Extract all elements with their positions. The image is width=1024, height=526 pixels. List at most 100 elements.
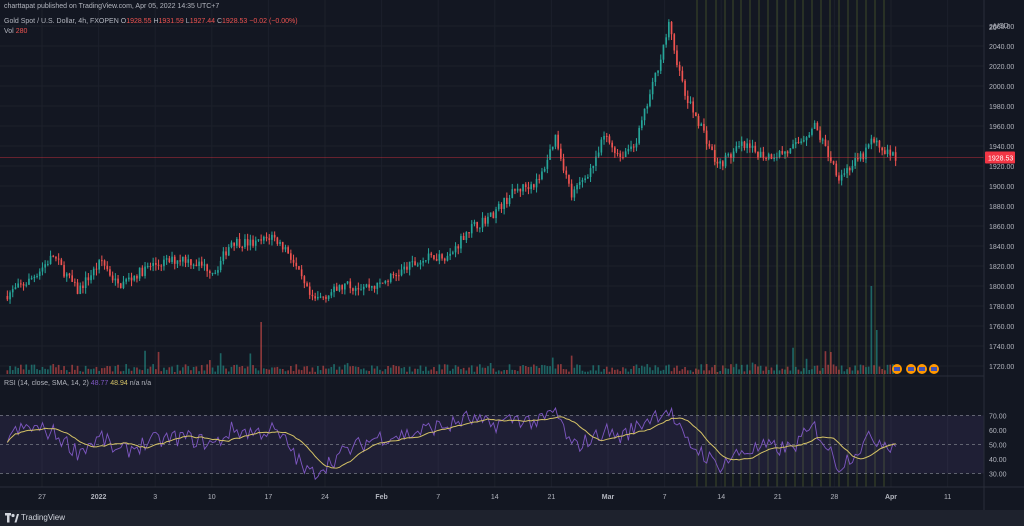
volume-bar — [473, 371, 476, 374]
candle-body — [352, 288, 354, 291]
volume-bar — [292, 371, 295, 374]
candle-body — [584, 178, 586, 181]
price-tick-label: 1860.00 — [989, 224, 1014, 231]
volume-bar — [686, 370, 689, 374]
candle-body — [503, 197, 505, 209]
volume-bar — [522, 365, 524, 374]
candle-body — [811, 128, 813, 135]
volume-bar — [878, 366, 881, 374]
flag-icon — [908, 367, 914, 371]
rsi-axis[interactable]: 30.00 40.00 50.00 60.00 70.00 — [989, 413, 1007, 478]
candle-body — [700, 123, 703, 126]
candle-body — [379, 282, 381, 284]
volume-label: Vol — [4, 28, 14, 35]
candle-body — [711, 146, 713, 151]
candle-body — [562, 158, 565, 171]
volume-bar — [630, 368, 632, 374]
candle-body — [268, 238, 271, 240]
candle-body — [724, 155, 727, 167]
candle-body — [82, 285, 84, 289]
candle-body — [651, 81, 654, 95]
candle-body — [875, 140, 878, 143]
volume-bars — [6, 286, 897, 374]
volume-bar — [179, 370, 181, 374]
volume-bar — [335, 369, 338, 374]
volume-bar — [300, 370, 303, 374]
candle-body — [14, 287, 17, 290]
candle-body — [295, 262, 298, 267]
candle-body — [276, 237, 279, 244]
volume-bar — [589, 370, 592, 374]
volume-bar — [584, 371, 586, 374]
chart-canvas[interactable]: 1720.001740.001760.001780.001800.001820.… — [0, 0, 1024, 510]
candle-body — [349, 281, 352, 289]
volume-bar — [395, 366, 397, 374]
candle-body — [600, 139, 603, 153]
candle-body — [284, 247, 287, 250]
rsi-ma-value: 48.94 — [110, 380, 128, 387]
volume-bar — [257, 370, 260, 374]
volume-bar — [365, 370, 368, 374]
volume-bar — [92, 368, 95, 374]
candle-body — [79, 285, 82, 294]
candle-body — [322, 296, 325, 298]
volume-bar — [481, 367, 484, 374]
candle-body — [819, 130, 821, 140]
time-tick-label: 21 — [548, 494, 556, 501]
candle-body — [784, 151, 786, 154]
flag-icon — [931, 367, 937, 371]
time-tick-label: 3 — [153, 494, 157, 501]
candle-body — [190, 259, 192, 266]
volume-bar — [749, 370, 751, 374]
candle-body — [524, 184, 527, 188]
volume-bar — [443, 364, 446, 374]
volume-bar — [38, 370, 41, 374]
low-label: L — [185, 18, 190, 25]
open-value: 1928.55 — [126, 18, 152, 25]
volume-bar — [117, 364, 119, 374]
volume-bar — [41, 366, 44, 374]
candle-body — [219, 260, 222, 271]
candle-body — [63, 265, 65, 277]
price-axis[interactable]: 1720.00 1740.00 1760.00 1780.00 1800.00 1820.… — [0, 23, 1015, 371]
candle-body — [260, 239, 262, 241]
volume-bar — [759, 365, 762, 374]
candle-body — [867, 144, 870, 148]
volume-bar — [190, 370, 192, 374]
candle-body — [746, 143, 748, 148]
symbol-title: Gold Spot / U.S. Dollar, 4h, FXOPEN — [4, 18, 119, 25]
volume-bar — [138, 369, 141, 374]
time-axis[interactable]: 27 2022 3 10 17 24 Feb 7 14 21 Mar 7 14 21 28 Apr 11 — [38, 494, 951, 501]
candle-body — [821, 139, 824, 141]
candle-body — [470, 224, 473, 234]
volume-bar — [352, 366, 354, 374]
volume-bar — [541, 364, 543, 374]
volume-bar — [317, 366, 319, 374]
candle-body — [630, 146, 632, 149]
event-markers[interactable] — [892, 364, 939, 374]
volume-bar — [33, 364, 36, 374]
volume-bar — [786, 366, 789, 374]
candle-body — [452, 252, 454, 254]
volume-bar — [30, 364, 33, 374]
volume-bar — [227, 371, 230, 374]
candle-body — [55, 256, 57, 259]
volume-bar — [870, 286, 873, 374]
high-value: 1931.59 — [158, 18, 184, 25]
candle-body — [52, 255, 55, 257]
volume-bar — [362, 368, 365, 374]
candle-body — [357, 288, 360, 290]
price-tick-label: 1900.00 — [989, 184, 1014, 191]
candle-body — [832, 161, 835, 164]
volume-bar — [479, 364, 481, 374]
candle-body — [643, 108, 646, 121]
volume-bar — [859, 364, 862, 374]
time-tick-label: 2022 — [91, 494, 107, 501]
candle-body — [851, 165, 854, 171]
volume-bar — [678, 370, 681, 374]
candle-body — [422, 261, 424, 263]
candle-body — [870, 138, 873, 145]
volume-bar — [470, 365, 473, 374]
volume-bar — [381, 371, 384, 374]
candle-body — [138, 267, 141, 279]
